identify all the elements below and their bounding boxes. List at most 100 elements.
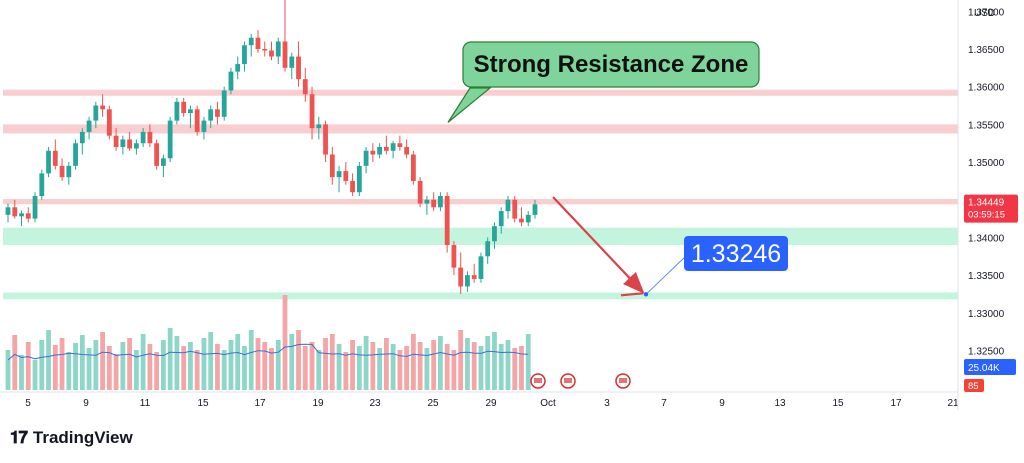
candle-body	[512, 199, 518, 219]
candle-body	[269, 50, 274, 57]
candle-body	[12, 207, 18, 217]
volume-bar	[93, 340, 99, 390]
volume-bar	[221, 350, 227, 390]
candle-body	[188, 109, 193, 114]
candle-body	[532, 204, 538, 215]
y-tick-label: 1.35000	[968, 158, 1005, 169]
y-tick-label: 1.36000	[968, 83, 1005, 94]
volume-bar	[269, 348, 274, 390]
volume-bar	[188, 342, 193, 390]
volume-bar	[73, 343, 78, 390]
candle-body	[52, 150, 58, 166]
candle-body	[228, 71, 234, 91]
y-tick-label: 1.33500	[968, 271, 1005, 282]
volume-bar	[228, 340, 234, 390]
volume-bar	[12, 335, 18, 390]
candle-body	[444, 196, 450, 245]
volume-bar	[350, 340, 355, 390]
volume-bar	[465, 338, 470, 390]
volume-bar	[201, 338, 207, 390]
candle-body	[471, 275, 477, 279]
x-tick-label: 17	[254, 398, 266, 409]
candle-body	[296, 56, 301, 80]
candle-body	[309, 94, 315, 129]
candle-body	[410, 154, 416, 181]
candle-body	[86, 120, 92, 132]
x-tick-label: 15	[832, 398, 844, 409]
candle-body	[201, 120, 207, 132]
candle-body	[248, 37, 254, 46]
target-price-text: 1.33246	[691, 240, 781, 268]
y-tick-label: 1.36500	[968, 45, 1005, 56]
us-event-flag	[619, 378, 627, 383]
zone-support-lower	[3, 292, 958, 300]
volume-bar	[167, 328, 173, 390]
volume-bar	[417, 342, 423, 390]
volume-bar	[512, 348, 518, 390]
candle-body	[390, 143, 396, 151]
volume-bar	[485, 336, 491, 390]
x-tick-label: 9	[83, 398, 89, 409]
volume-bar	[309, 342, 315, 390]
candle-body	[5, 207, 11, 215]
candle-body	[19, 213, 24, 217]
candle-body	[174, 101, 180, 121]
candle-body	[438, 196, 443, 208]
volume-bar	[302, 346, 308, 390]
candle-body	[505, 199, 511, 212]
candle-body	[525, 214, 531, 223]
volume-bar	[525, 334, 531, 390]
candle-body	[73, 143, 78, 166]
volume-bar	[289, 334, 295, 390]
x-tick-label: 25	[427, 398, 439, 409]
x-tick-label: 23	[369, 398, 381, 409]
volume-value-badge	[964, 359, 1016, 375]
candle-body	[397, 143, 403, 147]
volume-bar	[431, 340, 437, 390]
current-price-badge	[964, 194, 1018, 223]
volume-bar	[133, 350, 139, 390]
y-tick-label: 1.33000	[968, 309, 1005, 320]
y-tick-label: 1.32500	[968, 347, 1005, 358]
candle-body	[316, 124, 322, 129]
currency-label: USD	[974, 8, 995, 19]
candle-body	[485, 241, 491, 257]
candle-body	[465, 275, 470, 287]
volume-bar	[275, 340, 281, 390]
volume-bar	[59, 338, 65, 390]
volume-bar	[505, 340, 511, 390]
volume-bar	[32, 360, 38, 390]
candle-body	[167, 120, 173, 159]
candle-body	[431, 199, 437, 208]
candle-body	[66, 165, 72, 178]
volume-bar	[113, 354, 119, 390]
volume-bar	[370, 342, 376, 390]
volume-bar	[356, 346, 362, 390]
candle-body	[154, 143, 160, 166]
callout-pointer	[447, 87, 492, 123]
volume-bar	[86, 348, 92, 390]
volume-bar	[498, 344, 504, 390]
y-tick-label: 1.35500	[968, 120, 1005, 131]
candle-body	[235, 64, 241, 72]
x-tick-label: 29	[485, 398, 497, 409]
volume-bar	[343, 352, 349, 390]
target-price-box	[684, 236, 788, 271]
volume-bar	[410, 334, 416, 390]
candle-body	[100, 105, 105, 110]
volume-bar	[52, 345, 58, 390]
tv-icon: 𝟏𝟕	[10, 428, 28, 448]
volume-bar	[215, 344, 220, 390]
volume-bar	[383, 338, 389, 390]
volume-bar	[154, 352, 160, 390]
volume-bar	[492, 332, 497, 390]
target-leader-line	[645, 255, 687, 295]
volume-bar	[478, 346, 484, 390]
candle-body	[181, 101, 187, 114]
volume-bar	[404, 346, 410, 390]
x-tick-label: 21	[947, 398, 959, 409]
countdown-timer: 03:59:15	[968, 210, 1005, 221]
volume-bar	[451, 350, 457, 390]
volume-bar	[140, 334, 146, 390]
